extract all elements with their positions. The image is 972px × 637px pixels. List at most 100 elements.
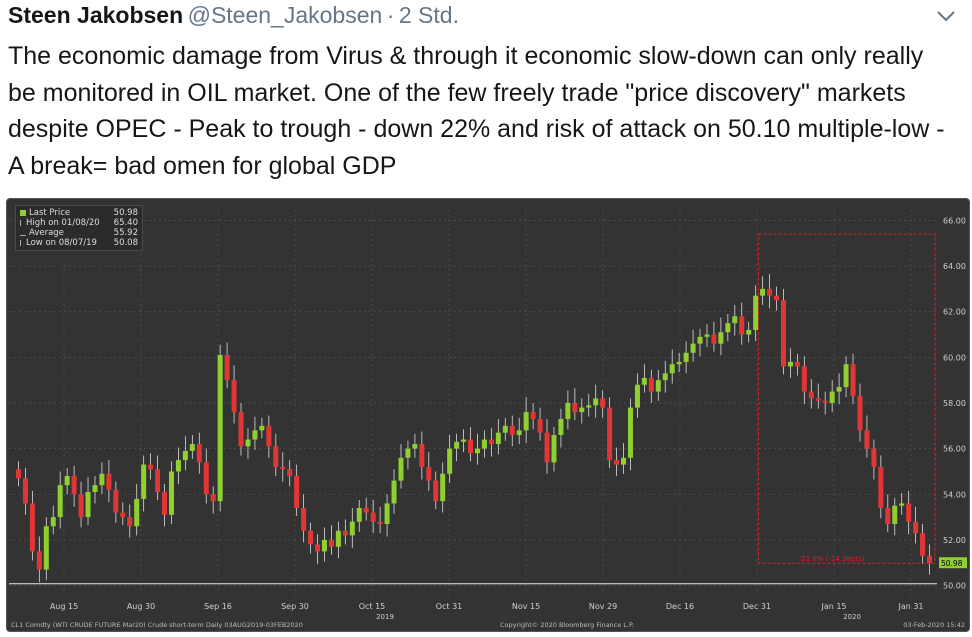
- candle-body: [927, 555, 933, 564]
- y-tick-label: 52.00: [943, 536, 966, 545]
- candle-body: [794, 361, 800, 367]
- y-tick-label: 56.00: [943, 445, 966, 454]
- tweet-header: Steen Jakobsen @Steen_Jakobsen · 2 Std.: [8, 2, 964, 32]
- candle-body: [22, 478, 28, 504]
- separator: ·: [386, 2, 395, 28]
- candle-body: [85, 492, 91, 518]
- candle-body: [50, 517, 56, 527]
- candle-body: [301, 507, 307, 531]
- candle-body: [593, 398, 599, 406]
- x-tick-label: Dec 31: [743, 602, 771, 611]
- candle-body: [920, 533, 926, 556]
- candle-body: [551, 434, 557, 463]
- footer-timestamp: 03-Feb-2020 15:42: [903, 621, 965, 629]
- x-tick-label: Aug 15: [50, 602, 78, 611]
- x-tick-label: Sep 16: [204, 602, 232, 611]
- candle-body: [231, 380, 237, 413]
- candle-body: [495, 432, 501, 445]
- candle-body: [558, 418, 564, 435]
- legend-low: Low on 08/07/19 50.08: [20, 238, 138, 248]
- candle-body: [92, 485, 98, 493]
- candle-body: [71, 476, 77, 495]
- candle-body: [252, 430, 258, 440]
- candle-body: [523, 412, 529, 431]
- y-tick-label: 50.00: [943, 582, 966, 591]
- drawdown-label: -22.0% (-14.38pts): [799, 555, 865, 563]
- x-tick-label: Nov 29: [589, 602, 617, 611]
- tweet-time[interactable]: 2 Std.: [398, 2, 459, 28]
- candle-body: [245, 439, 251, 447]
- candle-body: [746, 329, 752, 335]
- legend-average: Average 55.92: [20, 228, 138, 238]
- candle-body: [238, 412, 244, 447]
- oil-price-chart[interactable]: 66.00 64.00 62.00 60.00 58.00 56.00 54.00 52.00…: [6, 198, 970, 632]
- y-tick-label: 62.00: [943, 308, 966, 317]
- candle-body: [377, 521, 383, 524]
- candle-body: [474, 448, 480, 454]
- candle-body: [328, 539, 334, 547]
- x-tick-label: Sep 30: [281, 602, 309, 611]
- y-tick-label: 66.00: [943, 216, 966, 225]
- candle-body: [572, 403, 578, 413]
- candle-body: [405, 448, 411, 458]
- candle-body: [607, 407, 613, 461]
- candle-body: [419, 444, 425, 467]
- candle-body: [391, 480, 397, 504]
- candle-body: [767, 288, 773, 296]
- candle-body: [655, 380, 661, 392]
- candle-body: [294, 476, 300, 508]
- candle-body: [481, 439, 487, 449]
- candle-body: [217, 355, 223, 502]
- candle-body: [530, 412, 536, 419]
- candle-body: [259, 425, 265, 431]
- candle-body: [683, 352, 689, 362]
- candle-body: [634, 384, 640, 408]
- candle-body: [641, 377, 647, 385]
- candle-body: [913, 521, 919, 534]
- year-label: 2020: [843, 613, 861, 621]
- chevron-down-icon[interactable]: [934, 6, 958, 26]
- candle-body: [78, 494, 84, 518]
- legend-label: High on 01/08/20: [26, 218, 100, 228]
- candle-body: [398, 457, 404, 481]
- y-tick-label: 54.00: [943, 490, 966, 499]
- candle-body: [155, 469, 161, 493]
- candle-body: [182, 450, 188, 461]
- candle-body: [363, 507, 369, 513]
- author-handle[interactable]: @Steen_Jakobsen: [187, 2, 383, 28]
- candle-body: [224, 355, 230, 381]
- candle-body: [127, 517, 133, 527]
- candle-body: [537, 418, 543, 433]
- candle-body: [509, 425, 515, 435]
- drawdown-box: [758, 233, 936, 564]
- candle-body: [614, 460, 620, 465]
- candle-body: [718, 332, 724, 344]
- year-label: 2019: [376, 613, 394, 621]
- candle-body: [516, 430, 522, 435]
- candle-body: [878, 466, 884, 508]
- candle-body: [850, 364, 856, 397]
- candle-body: [704, 334, 710, 337]
- candle-body: [725, 323, 731, 333]
- candle-body: [787, 361, 793, 367]
- candle-body: [113, 489, 119, 513]
- candle-body: [836, 387, 842, 392]
- legend-value: 50.98: [113, 208, 138, 218]
- candle-body: [454, 441, 460, 449]
- author-name[interactable]: Steen Jakobsen: [8, 2, 184, 28]
- candle-body: [342, 530, 348, 536]
- candle-body: [196, 444, 202, 463]
- chart-legend: Last Price 50.98 High on 01/08/20 65.40 …: [15, 205, 143, 251]
- candle-body: [864, 430, 870, 449]
- candle-body: [774, 295, 780, 301]
- x-tick-label: Oct 15: [359, 602, 386, 611]
- candle-body: [753, 295, 759, 330]
- x-tick-label: Jan 15: [820, 602, 846, 611]
- candle-body: [488, 439, 494, 445]
- candle-body: [669, 364, 675, 374]
- candlestick-chart-svg: 66.00 64.00 62.00 60.00 58.00 56.00 54.00 52.00…: [9, 209, 967, 629]
- candle-body: [502, 425, 508, 433]
- candle-body: [461, 439, 467, 442]
- candle-body: [266, 425, 272, 447]
- legend-last-price: Last Price 50.98: [20, 208, 138, 218]
